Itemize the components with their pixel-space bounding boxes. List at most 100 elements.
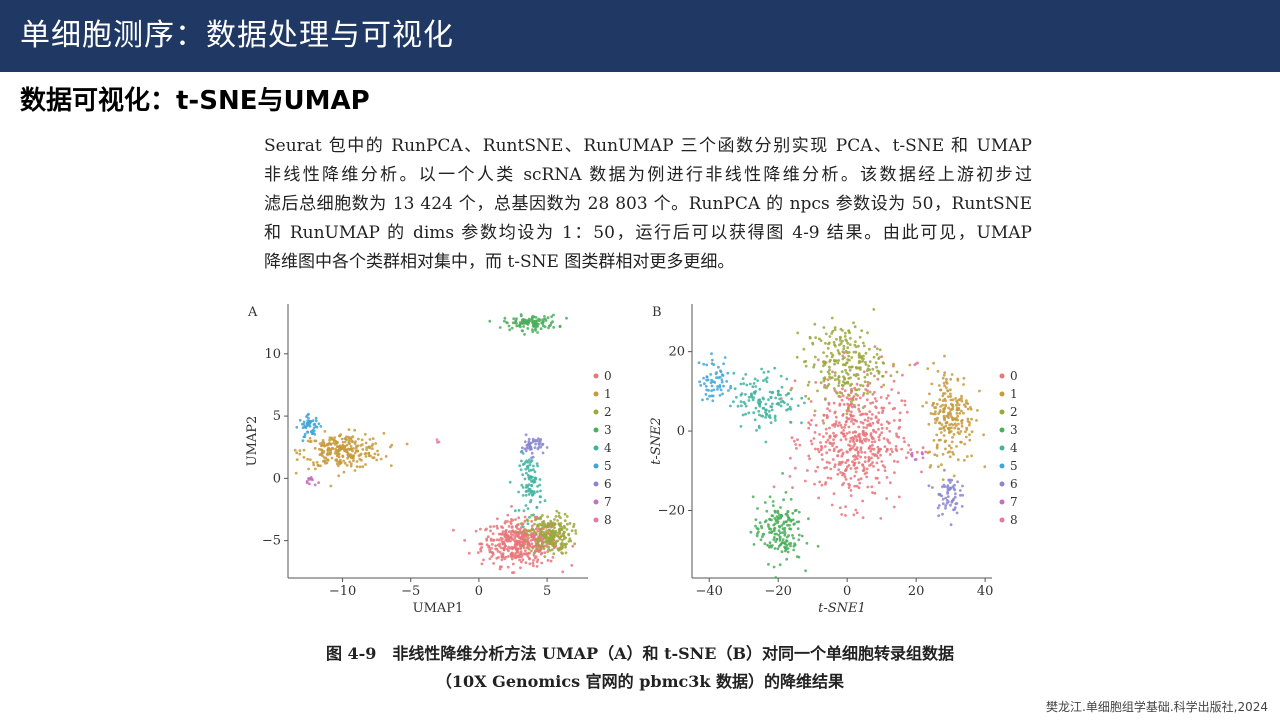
data-point <box>550 525 554 529</box>
data-point <box>510 557 514 561</box>
data-point <box>490 546 493 550</box>
data-point <box>950 426 953 430</box>
data-point <box>306 419 310 423</box>
data-point <box>832 441 836 445</box>
data-point <box>849 410 853 414</box>
data-point <box>528 463 532 467</box>
data-point <box>506 321 509 325</box>
data-point <box>435 438 439 442</box>
data-point <box>513 554 517 557</box>
data-point <box>518 536 521 540</box>
data-point <box>519 325 522 329</box>
data-point <box>538 443 541 447</box>
data-point <box>788 475 792 478</box>
data-point <box>538 441 542 445</box>
data-point <box>796 404 800 407</box>
data-point <box>786 516 790 519</box>
data-point <box>932 439 936 442</box>
data-point <box>825 466 829 469</box>
data-point <box>861 441 864 445</box>
data-point <box>962 383 965 386</box>
data-point <box>894 445 898 448</box>
data-point <box>501 555 505 559</box>
cluster-6-points <box>927 468 964 527</box>
data-point <box>553 526 556 529</box>
data-point <box>870 456 873 460</box>
data-point <box>920 470 923 474</box>
data-point <box>852 321 855 325</box>
data-point <box>509 532 513 536</box>
data-point <box>850 382 853 386</box>
data-point <box>521 452 525 455</box>
data-point <box>946 389 950 393</box>
data-point <box>806 469 809 472</box>
data-point <box>498 542 502 546</box>
data-point <box>829 351 833 355</box>
data-point <box>371 437 375 440</box>
data-point <box>779 393 782 397</box>
data-point <box>845 420 848 423</box>
data-point <box>563 526 567 530</box>
data-point <box>880 460 884 463</box>
data-point <box>705 375 709 379</box>
data-point <box>524 449 528 453</box>
cluster-4-points <box>508 449 547 529</box>
data-point <box>877 448 881 452</box>
data-point <box>699 384 703 387</box>
data-point <box>329 451 332 455</box>
data-point <box>905 410 909 414</box>
data-point <box>771 391 774 395</box>
legend-label: 6 <box>604 477 612 491</box>
data-point <box>538 500 542 504</box>
data-point <box>883 445 887 448</box>
data-point <box>367 451 371 455</box>
data-point <box>933 412 937 416</box>
data-point <box>549 559 553 563</box>
data-point <box>565 528 569 531</box>
data-point <box>521 525 525 529</box>
data-point <box>506 513 510 517</box>
data-point <box>777 517 781 520</box>
data-point <box>952 474 956 478</box>
data-point <box>539 537 542 541</box>
data-point <box>857 403 861 407</box>
data-point <box>856 373 860 377</box>
data-point <box>948 455 952 459</box>
data-point <box>861 384 865 388</box>
data-point <box>739 400 743 404</box>
data-point <box>298 449 302 452</box>
data-point <box>893 471 896 474</box>
legend-swatch <box>999 499 1005 505</box>
data-point <box>826 438 830 442</box>
data-point <box>346 456 349 460</box>
data-point <box>783 529 786 532</box>
data-point <box>939 388 942 392</box>
data-point <box>754 406 758 410</box>
data-point <box>845 371 848 375</box>
data-point <box>851 417 854 421</box>
data-point <box>876 476 879 480</box>
data-point <box>322 443 325 446</box>
data-point <box>320 448 324 452</box>
data-point <box>361 465 365 469</box>
data-point <box>769 396 773 399</box>
legend-swatch <box>593 463 599 469</box>
data-point <box>879 517 883 520</box>
data-point <box>859 360 862 364</box>
y-tick-label: 0 <box>677 424 685 439</box>
data-point <box>844 349 848 353</box>
data-point <box>506 520 509 523</box>
data-point <box>841 471 845 475</box>
data-point <box>718 394 722 397</box>
data-point <box>741 377 745 380</box>
data-point <box>868 360 872 364</box>
data-point <box>543 315 546 318</box>
data-point <box>797 510 801 514</box>
data-point <box>848 431 851 434</box>
data-point <box>543 499 547 502</box>
data-point <box>295 425 299 429</box>
data-point <box>819 441 822 444</box>
data-point <box>970 417 973 421</box>
data-point <box>528 490 531 493</box>
data-point <box>947 426 951 430</box>
